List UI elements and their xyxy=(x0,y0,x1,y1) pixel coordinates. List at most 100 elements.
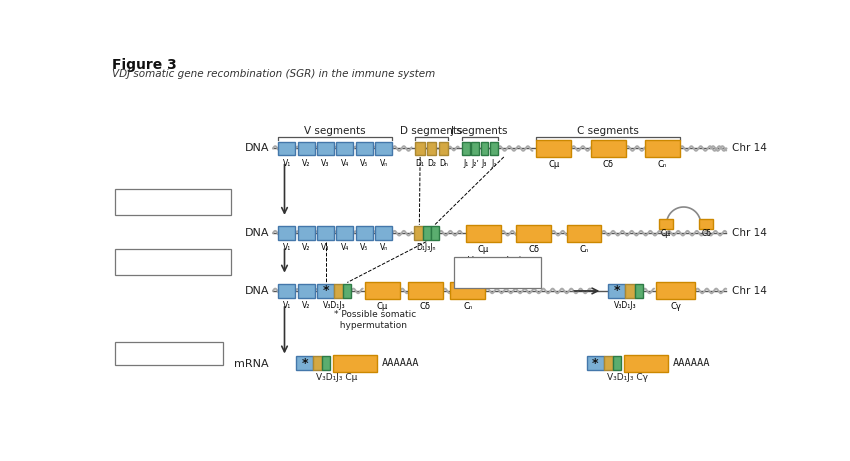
Bar xyxy=(375,142,392,155)
Text: V₃D₁J₃: V₃D₁J₃ xyxy=(323,301,345,310)
Text: Cμ: Cμ xyxy=(660,229,671,237)
Text: V₃D₁J₃ Cγ: V₃D₁J₃ Cγ xyxy=(607,373,648,382)
Text: C segments: C segments xyxy=(577,126,639,136)
Text: D₂: D₂ xyxy=(428,159,436,167)
Text: V₂: V₂ xyxy=(302,243,310,252)
Text: D segments: D segments xyxy=(400,126,463,136)
Bar xyxy=(536,140,571,157)
Text: Cμ: Cμ xyxy=(548,160,559,169)
Text: Cδ: Cδ xyxy=(420,302,431,312)
Text: Heavy chain
class-switch
recombination: Heavy chain class-switch recombination xyxy=(462,256,533,289)
Text: V₁: V₁ xyxy=(283,301,291,310)
Text: Cμ: Cμ xyxy=(478,245,489,254)
Text: V₃: V₃ xyxy=(321,159,330,167)
Text: J segments: J segments xyxy=(451,126,508,136)
Text: V₁: V₁ xyxy=(283,243,291,252)
Bar xyxy=(626,284,635,298)
Text: V₅: V₅ xyxy=(360,159,369,167)
Bar xyxy=(296,356,313,370)
Bar xyxy=(516,225,551,242)
Text: V-DJ rearrangement:
SGR by RAG and NHEJ: V-DJ rearrangement: SGR by RAG and NHEJ xyxy=(119,250,227,273)
Bar xyxy=(366,283,400,299)
Bar xyxy=(356,142,373,155)
Bar xyxy=(337,142,354,155)
Bar xyxy=(356,226,373,240)
Text: V₄: V₄ xyxy=(341,159,349,167)
Text: Chr 14: Chr 14 xyxy=(733,143,768,154)
Bar xyxy=(480,142,488,155)
Bar xyxy=(659,219,672,229)
Bar xyxy=(586,356,604,370)
Bar xyxy=(333,355,377,372)
Text: AAAAAA: AAAAAA xyxy=(672,358,711,368)
Bar xyxy=(699,219,713,229)
Bar xyxy=(624,355,668,372)
Text: V₅: V₅ xyxy=(360,243,369,252)
Bar xyxy=(635,284,643,298)
Text: AAAAAA: AAAAAA xyxy=(382,358,420,368)
Bar xyxy=(656,283,695,299)
Text: V segments: V segments xyxy=(304,126,366,136)
Bar xyxy=(298,226,314,240)
Text: Transcription
and splicing: Transcription and splicing xyxy=(135,342,203,365)
Text: DNA: DNA xyxy=(245,286,269,296)
Text: D₁J₃Jₙ: D₁J₃Jₙ xyxy=(416,243,436,252)
Text: DNA: DNA xyxy=(245,228,269,238)
FancyBboxPatch shape xyxy=(454,257,541,288)
Bar xyxy=(278,226,295,240)
Bar xyxy=(278,284,295,298)
Bar xyxy=(613,356,620,370)
Bar xyxy=(416,142,425,155)
Text: V₃D₁J₃: V₃D₁J₃ xyxy=(615,301,637,310)
Text: * Possible somatic
  hypermutation: * Possible somatic hypermutation xyxy=(334,310,416,330)
Bar xyxy=(439,142,448,155)
Text: V₁: V₁ xyxy=(283,159,291,167)
Text: Cδ: Cδ xyxy=(603,160,614,169)
Text: Cδ: Cδ xyxy=(701,229,711,237)
Text: V₃D₁J₃ Cμ: V₃D₁J₃ Cμ xyxy=(316,373,358,382)
Text: Chr 14: Chr 14 xyxy=(733,286,768,296)
FancyBboxPatch shape xyxy=(115,189,231,215)
Text: Cμ: Cμ xyxy=(377,302,388,312)
Bar xyxy=(604,356,613,370)
Bar xyxy=(278,142,295,155)
Bar xyxy=(317,284,334,298)
Bar xyxy=(408,283,443,299)
Bar xyxy=(471,142,479,155)
Text: J₁: J₁ xyxy=(463,159,468,167)
Text: D-J rearrangement:
SGR by RAG and NHEJ: D-J rearrangement: SGR by RAG and NHEJ xyxy=(119,190,227,213)
Text: Vₙ: Vₙ xyxy=(380,159,388,167)
Text: Cγ: Cγ xyxy=(671,302,682,312)
Bar xyxy=(317,226,334,240)
Bar xyxy=(313,356,322,370)
Text: *: * xyxy=(592,357,598,370)
Text: mRNA: mRNA xyxy=(235,359,269,369)
Bar xyxy=(431,226,439,240)
Text: Cₙ: Cₙ xyxy=(580,245,589,254)
Text: Cₙ: Cₙ xyxy=(463,302,473,312)
Text: Cₙ: Cₙ xyxy=(658,160,667,169)
Bar xyxy=(337,226,354,240)
Text: Jₙ: Jₙ xyxy=(491,159,496,167)
Bar xyxy=(423,226,431,240)
Text: Dₙ: Dₙ xyxy=(439,159,448,167)
Bar xyxy=(334,284,343,298)
Bar xyxy=(414,226,423,240)
Bar xyxy=(427,142,436,155)
Text: D₁: D₁ xyxy=(416,159,424,167)
Bar xyxy=(591,140,626,157)
Bar xyxy=(466,225,501,242)
Bar xyxy=(298,284,314,298)
Bar xyxy=(609,284,626,298)
FancyBboxPatch shape xyxy=(115,248,231,275)
Text: DNA: DNA xyxy=(245,143,269,154)
Bar xyxy=(298,142,314,155)
Bar xyxy=(645,140,680,157)
Text: Chr 14: Chr 14 xyxy=(733,228,768,238)
Bar xyxy=(317,142,334,155)
Text: Cδ: Cδ xyxy=(528,245,539,254)
Bar xyxy=(567,225,602,242)
Bar xyxy=(343,284,351,298)
Text: *: * xyxy=(302,357,308,370)
Text: Vₙ: Vₙ xyxy=(380,243,388,252)
